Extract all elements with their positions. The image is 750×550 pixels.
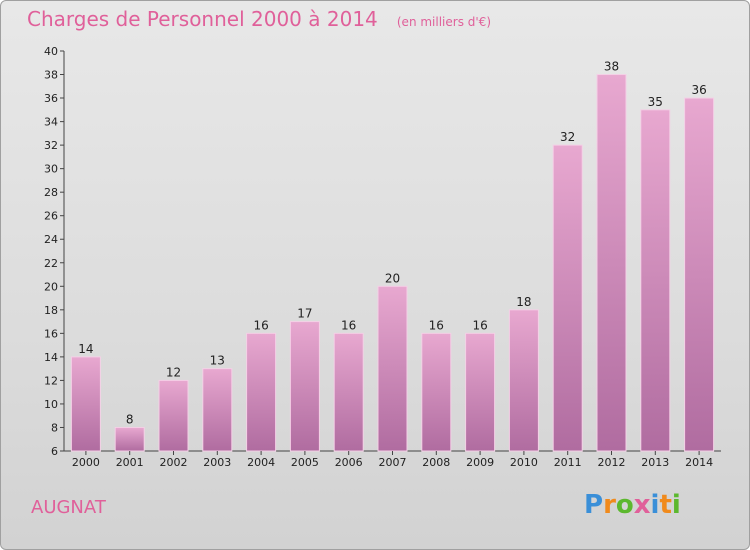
data-label: 20 — [385, 271, 400, 285]
x-tick-label: 2007 — [379, 456, 407, 469]
y-tick-label: 30 — [44, 163, 58, 176]
logo-letter: t — [659, 490, 672, 520]
bar — [596, 74, 627, 452]
x-tick-label: 2006 — [335, 456, 363, 469]
y-tick-label: 38 — [44, 69, 58, 82]
bar — [377, 285, 408, 452]
proxiti-logo: Proxiti — [584, 490, 681, 520]
chart-subtitle: (en milliers d'€) — [396, 15, 491, 29]
y-tick-label: 22 — [44, 257, 58, 270]
y-tick-label: 32 — [44, 139, 58, 152]
bar — [421, 332, 452, 452]
data-label: 8 — [126, 412, 134, 426]
logo-letter: i — [671, 490, 681, 520]
x-tick-label: 2013 — [641, 456, 669, 469]
y-tick-label: 10 — [44, 398, 58, 411]
bar — [333, 332, 364, 452]
data-label: 35 — [648, 95, 663, 109]
x-tick-label: 2003 — [203, 456, 231, 469]
data-label: 16 — [472, 318, 487, 332]
logo-letter: P — [584, 490, 604, 520]
x-tick-label: 2005 — [291, 456, 319, 469]
chart-header: Charges de Personnel 2000 à 2014 (en mil… — [27, 7, 491, 31]
bar — [246, 332, 277, 452]
y-tick-label: 28 — [44, 186, 58, 199]
logo-letter: r — [603, 490, 616, 520]
bar — [684, 97, 715, 452]
bar — [158, 379, 189, 452]
data-label: 16 — [429, 318, 444, 332]
y-tick-label: 34 — [44, 116, 58, 129]
data-label: 16 — [341, 318, 356, 332]
y-tick-label: 8 — [51, 421, 58, 434]
y-tick-label: 18 — [44, 304, 58, 317]
data-label: 38 — [604, 60, 619, 74]
y-tick-label: 12 — [44, 374, 58, 387]
y-tick-label: 26 — [44, 210, 58, 223]
bar — [114, 426, 145, 452]
x-tick-label: 2000 — [72, 456, 100, 469]
data-label: 12 — [166, 365, 181, 379]
x-tick-label: 2012 — [598, 456, 626, 469]
bar — [640, 109, 671, 452]
x-tick-label: 2011 — [554, 456, 582, 469]
y-tick-label: 24 — [44, 233, 58, 246]
bar — [70, 356, 101, 452]
data-label: 14 — [78, 342, 93, 356]
bar — [289, 321, 320, 452]
data-label: 13 — [210, 354, 225, 368]
bar — [465, 332, 496, 452]
data-label: 36 — [691, 83, 706, 97]
x-tick-label: 2008 — [422, 456, 450, 469]
logo-letter: o — [615, 490, 634, 520]
chart-title: Charges de Personnel 2000 à 2014 — [27, 7, 378, 31]
bar — [202, 368, 233, 452]
commune-name: AUGNAT — [31, 497, 106, 518]
x-tick-label: 2002 — [160, 456, 188, 469]
data-label: 16 — [253, 318, 268, 332]
data-label: 18 — [516, 295, 531, 309]
y-tick-label: 16 — [44, 327, 58, 340]
data-label: 17 — [297, 307, 312, 321]
logo-letter: x — [633, 490, 651, 520]
x-tick-label: 2001 — [116, 456, 144, 469]
x-tick-label: 2010 — [510, 456, 538, 469]
y-tick-label: 6 — [51, 445, 58, 458]
x-tick-label: 2014 — [685, 456, 713, 469]
x-tick-label: 2009 — [466, 456, 494, 469]
y-tick-label: 14 — [44, 351, 58, 364]
y-tick-label: 36 — [44, 92, 58, 105]
y-tick-label: 40 — [44, 45, 58, 58]
data-label: 32 — [560, 130, 575, 144]
bar — [508, 309, 539, 452]
logo-letter: i — [650, 490, 660, 520]
y-tick-label: 20 — [44, 280, 58, 293]
bar — [552, 144, 583, 452]
x-tick-label: 2004 — [247, 456, 275, 469]
